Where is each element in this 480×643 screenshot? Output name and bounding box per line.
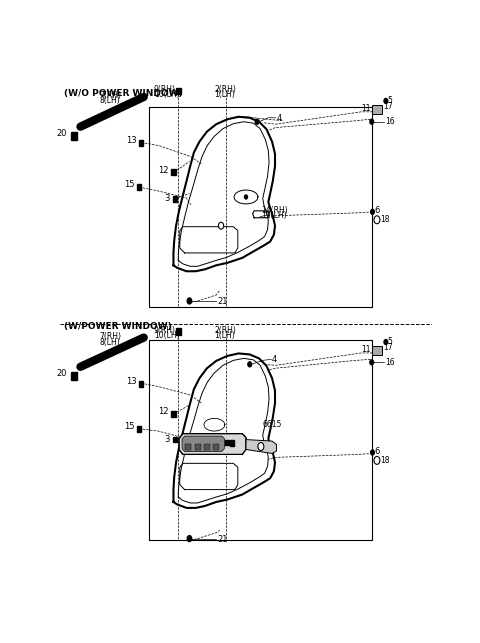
Text: 2(RH): 2(RH) [215, 325, 236, 334]
Text: 21: 21 [217, 298, 228, 307]
Text: 7(RH): 7(RH) [99, 91, 121, 100]
Circle shape [384, 340, 388, 345]
Text: 13: 13 [126, 377, 136, 386]
Text: 9(RH): 9(RH) [154, 85, 176, 94]
Circle shape [370, 360, 373, 365]
Bar [171, 169, 176, 175]
Circle shape [370, 119, 373, 124]
Bar [172, 196, 177, 202]
Text: 20: 20 [56, 369, 67, 378]
Text: 6: 6 [374, 447, 379, 456]
Text: 6615: 6615 [263, 421, 282, 430]
Text: 3: 3 [165, 194, 170, 203]
Bar [213, 444, 219, 451]
Text: 5: 5 [387, 337, 392, 346]
Text: 5: 5 [387, 96, 392, 105]
Text: (W/O POWER WINDOW): (W/O POWER WINDOW) [64, 89, 182, 98]
Text: 3: 3 [165, 435, 170, 444]
Circle shape [258, 442, 264, 451]
Bar [149, 340, 372, 540]
Text: 17: 17 [383, 102, 393, 111]
FancyBboxPatch shape [372, 347, 382, 356]
Text: 1(LH): 1(LH) [215, 331, 235, 340]
Bar [71, 132, 77, 140]
Text: 6: 6 [374, 206, 379, 215]
Text: 15: 15 [124, 422, 134, 431]
Text: 8(LH): 8(LH) [99, 96, 120, 105]
FancyBboxPatch shape [372, 105, 382, 114]
Circle shape [374, 457, 380, 464]
Circle shape [244, 195, 248, 199]
Bar [139, 140, 144, 146]
Text: 20: 20 [56, 129, 67, 138]
Text: 8(LH): 8(LH) [99, 338, 120, 347]
Polygon shape [182, 436, 225, 451]
Circle shape [371, 210, 374, 214]
Text: 15: 15 [124, 180, 134, 189]
Bar [225, 440, 228, 445]
Circle shape [187, 536, 192, 541]
Text: 14(RH): 14(RH) [261, 206, 288, 215]
Bar [71, 372, 77, 380]
Text: 4: 4 [272, 356, 277, 365]
Text: 1(LH): 1(LH) [215, 91, 235, 100]
Text: 10(LH): 10(LH) [154, 91, 180, 100]
Polygon shape [246, 440, 276, 453]
Text: 13: 13 [126, 136, 136, 145]
Text: 16: 16 [385, 358, 395, 367]
Text: 11: 11 [361, 104, 371, 113]
Circle shape [187, 298, 192, 304]
Bar [195, 444, 201, 451]
Text: (W/POWER WINDOW): (W/POWER WINDOW) [64, 322, 171, 331]
Bar [176, 88, 180, 95]
Text: 19(LH): 19(LH) [261, 212, 287, 221]
Bar [229, 440, 234, 446]
Text: 12: 12 [158, 166, 169, 175]
Bar [204, 444, 210, 451]
Bar [171, 411, 176, 417]
Text: 18: 18 [381, 215, 390, 224]
Text: 2(RH): 2(RH) [215, 85, 236, 94]
Polygon shape [179, 433, 246, 455]
Text: 10(LH): 10(LH) [154, 331, 180, 340]
Bar [139, 381, 144, 386]
Text: 18: 18 [381, 456, 390, 465]
Circle shape [248, 362, 252, 367]
Text: 21: 21 [217, 535, 228, 544]
Text: 9(RH): 9(RH) [154, 325, 176, 334]
Bar [185, 444, 192, 451]
Bar [176, 329, 180, 335]
Circle shape [218, 222, 224, 229]
Text: 16: 16 [385, 117, 395, 126]
Bar [137, 184, 141, 190]
Bar [149, 107, 372, 307]
Text: 11: 11 [361, 345, 371, 354]
Circle shape [371, 450, 374, 455]
Bar [172, 437, 177, 442]
Bar [137, 426, 141, 431]
Text: 4: 4 [276, 114, 282, 123]
Text: 17: 17 [383, 343, 393, 352]
Circle shape [374, 216, 380, 224]
Circle shape [255, 119, 259, 124]
Circle shape [384, 98, 388, 104]
Text: 12: 12 [158, 408, 169, 417]
Text: 7(RH): 7(RH) [99, 332, 121, 341]
